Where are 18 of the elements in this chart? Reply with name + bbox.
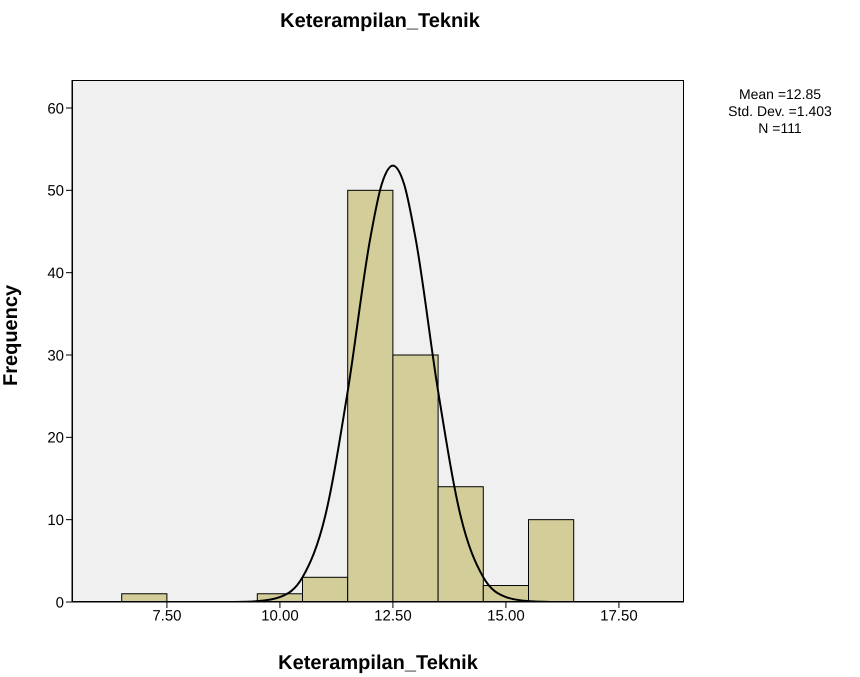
x-tick-label: 7.50 — [152, 608, 182, 625]
y-tick-label: 30 — [47, 347, 64, 364]
text: Std. Dev. =1.403 — [727, 103, 833, 120]
y-tick-label: 50 — [47, 182, 64, 200]
text: N =111 — [757, 120, 803, 137]
x-axis-title: Keterampilan_Teknik — [278, 652, 479, 674]
y-tick-label: 0 — [56, 594, 64, 612]
y-axis-title: Frequency — [0, 284, 22, 386]
x-tick-label: 17.50 — [600, 608, 638, 625]
chart-title: Keterampilan_Teknik — [279, 10, 481, 33]
x-tick-label: 12.50 — [374, 608, 412, 625]
x-tick-label: 10.00 — [261, 608, 299, 625]
x-tick-label: 15.00 — [487, 608, 525, 625]
text: Mean =12.85 — [738, 86, 822, 103]
y-tick-label: 10 — [47, 512, 64, 529]
y-tick-label: 20 — [47, 430, 64, 447]
y-tick-label: 40 — [47, 264, 64, 282]
y-tick-label: 60 — [47, 100, 64, 118]
